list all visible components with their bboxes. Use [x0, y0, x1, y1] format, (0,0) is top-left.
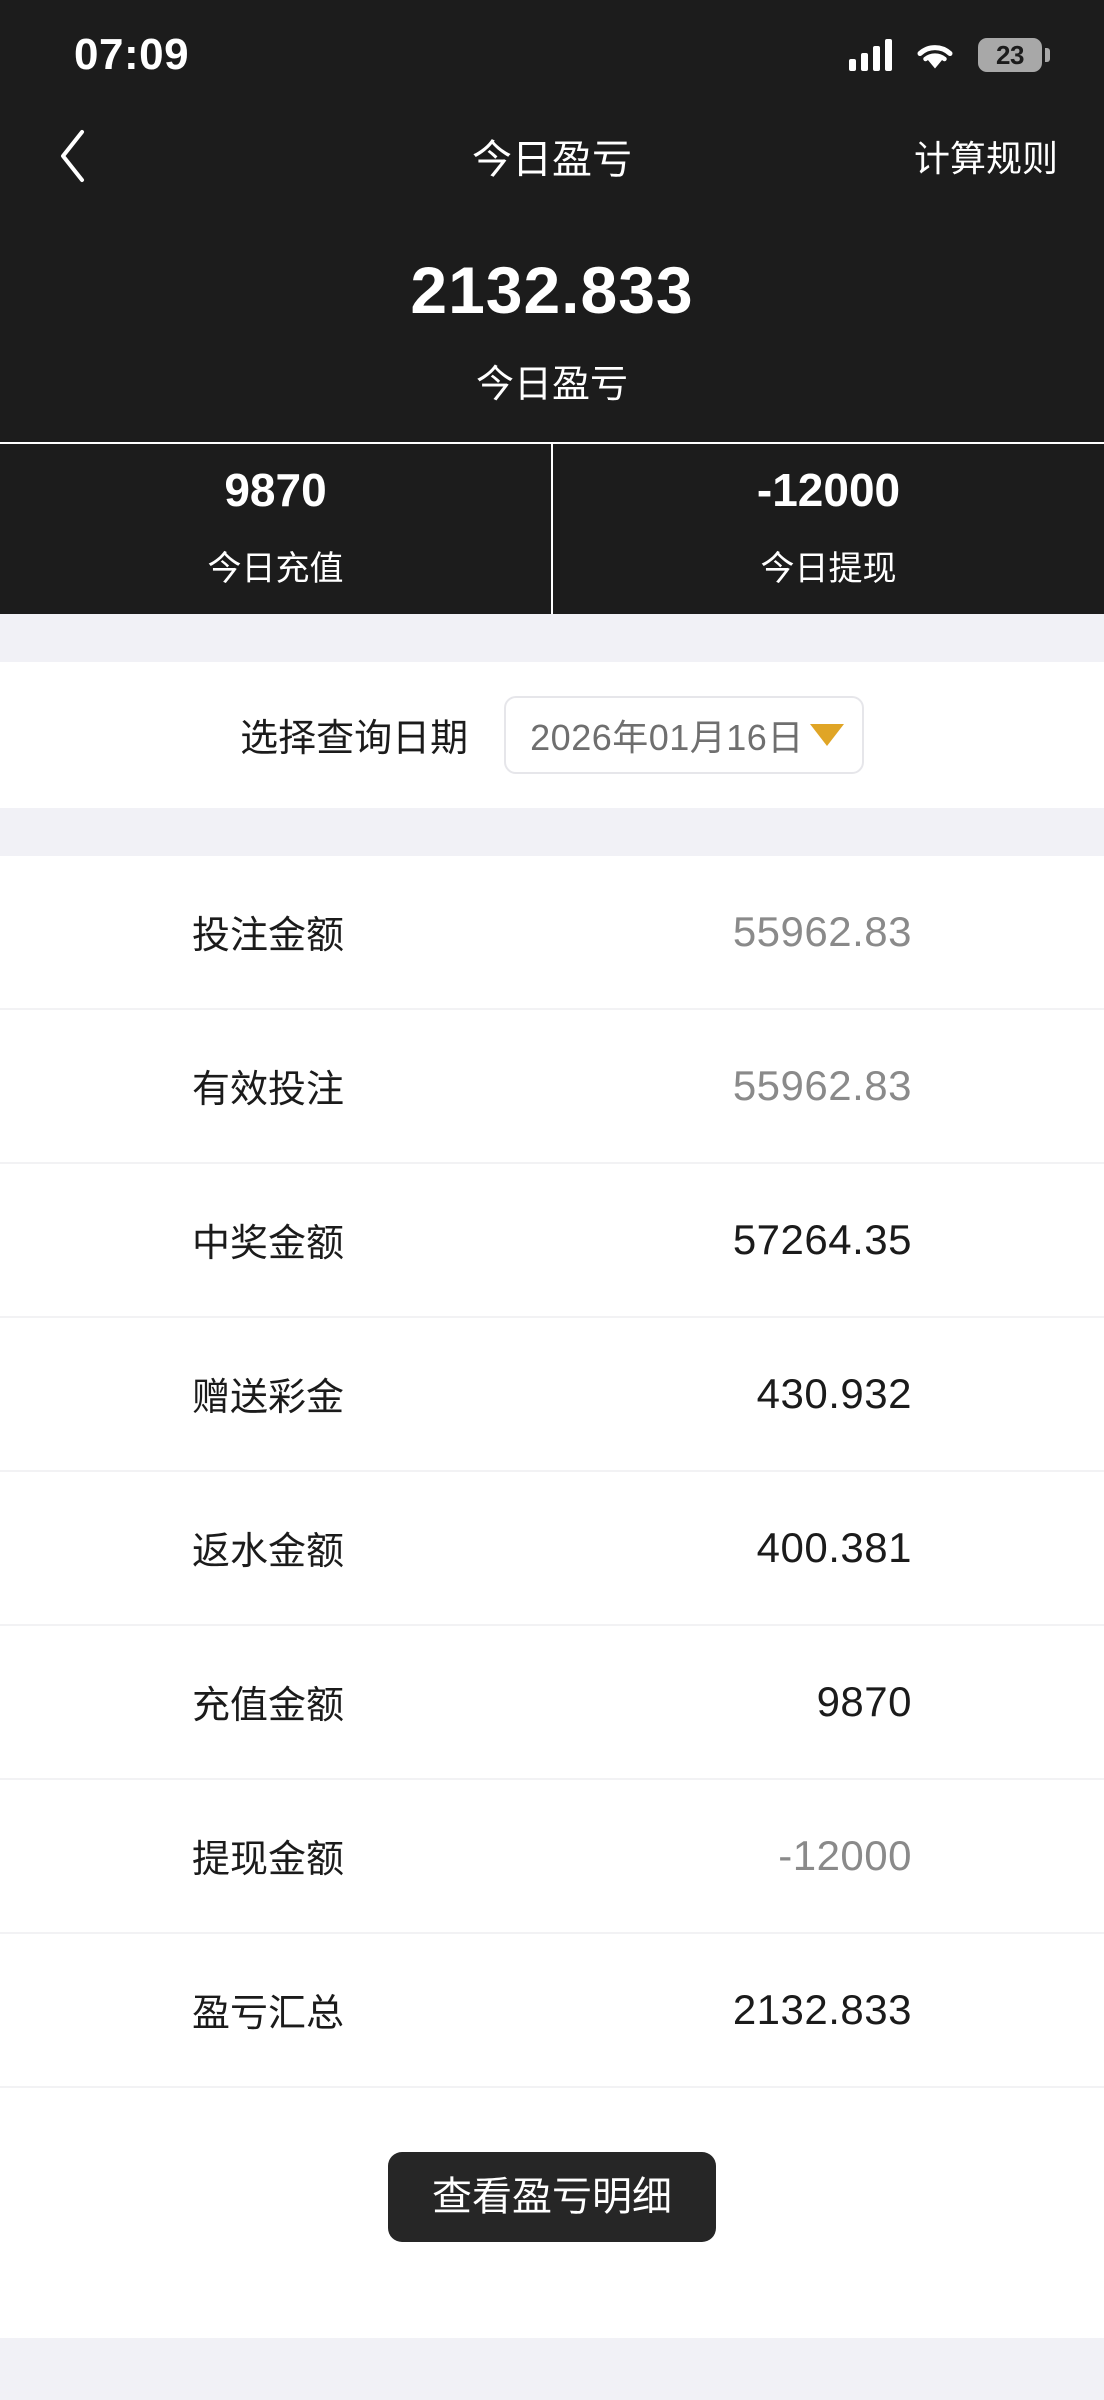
row-value: 2132.833	[732, 1985, 912, 2033]
stat-label: 今日提现	[760, 550, 897, 589]
back-button[interactable]	[36, 120, 108, 192]
cellular-signal-icon	[849, 39, 892, 71]
header-block: 07:09 23	[0, 0, 1104, 614]
navigation-bar: 今日盈亏 计算规则	[0, 110, 1104, 202]
status-bar: 07:09 23	[0, 0, 1104, 110]
hero-summary: 2132.833 今日盈亏	[0, 202, 1104, 442]
row-label: 赠送彩金	[192, 1377, 345, 1420]
table-row: 投注金额 55962.83	[0, 856, 1104, 1010]
calculation-rules-link[interactable]: 计算规则	[913, 138, 1058, 179]
chevron-left-icon	[61, 130, 84, 182]
table-row: 提现金额 -12000	[0, 1780, 1104, 1934]
row-value: 9870	[816, 1677, 912, 1725]
row-value: 430.932	[756, 1369, 912, 1417]
date-picker-value: 2026年01月16日	[530, 716, 804, 758]
row-value: -12000	[778, 1831, 912, 1879]
bottom-area	[0, 2337, 1104, 2400]
battery-level: 23	[996, 39, 1024, 70]
date-picker-select[interactable]: 2026年01月16日	[504, 695, 864, 774]
cta-container: 查看盈亏明细	[0, 2087, 1104, 2338]
table-row: 有效投注 55962.83	[0, 1010, 1104, 1164]
stat-deposit: 9870 今日充值	[0, 443, 553, 614]
row-value: 400.381	[756, 1523, 912, 1571]
view-profit-detail-button[interactable]: 查看盈亏明细	[388, 2151, 716, 2242]
row-label: 返水金额	[192, 1531, 345, 1574]
stat-value: 9870	[224, 464, 327, 517]
status-time: 07:09	[74, 30, 190, 79]
stat-withdraw: -12000 今日提现	[553, 444, 1104, 614]
row-label: 有效投注	[192, 1069, 345, 1112]
stat-label: 今日充值	[207, 550, 344, 589]
row-label: 中奖金额	[192, 1223, 345, 1266]
row-value: 57264.35	[732, 1215, 912, 1263]
table-row: 中奖金额 57264.35	[0, 1164, 1104, 1318]
wifi-icon	[914, 39, 956, 71]
table-row: 赠送彩金 430.932	[0, 1318, 1104, 1472]
section-gap	[0, 807, 1104, 856]
date-picker-card: 选择查询日期 2026年01月16日	[0, 661, 1104, 808]
table-row: 盈亏汇总 2132.833	[0, 1934, 1104, 2088]
triangle-down-icon	[809, 723, 844, 746]
stats-row: 9870 今日充值 -12000 今日提现	[0, 441, 1104, 614]
row-label: 充值金额	[192, 1685, 345, 1728]
stat-value: -12000	[756, 464, 901, 517]
table-row: 充值金额 9870	[0, 1626, 1104, 1780]
row-label: 提现金额	[192, 1839, 345, 1882]
row-value: 55962.83	[732, 907, 912, 955]
date-picker-label: 选择查询日期	[240, 718, 469, 761]
row-label: 投注金额	[192, 915, 345, 958]
row-label: 盈亏汇总	[192, 1993, 345, 2036]
status-indicators: 23	[849, 38, 1050, 72]
battery-icon: 23	[978, 38, 1050, 72]
hero-value: 2132.833	[410, 253, 694, 327]
section-gap	[0, 613, 1104, 662]
detail-list: 投注金额 55962.83 有效投注 55962.83 中奖金额 57264.3…	[0, 855, 1104, 2088]
hero-label: 今日盈亏	[475, 363, 628, 406]
table-row: 返水金额 400.381	[0, 1472, 1104, 1626]
row-value: 55962.83	[732, 1061, 912, 1109]
